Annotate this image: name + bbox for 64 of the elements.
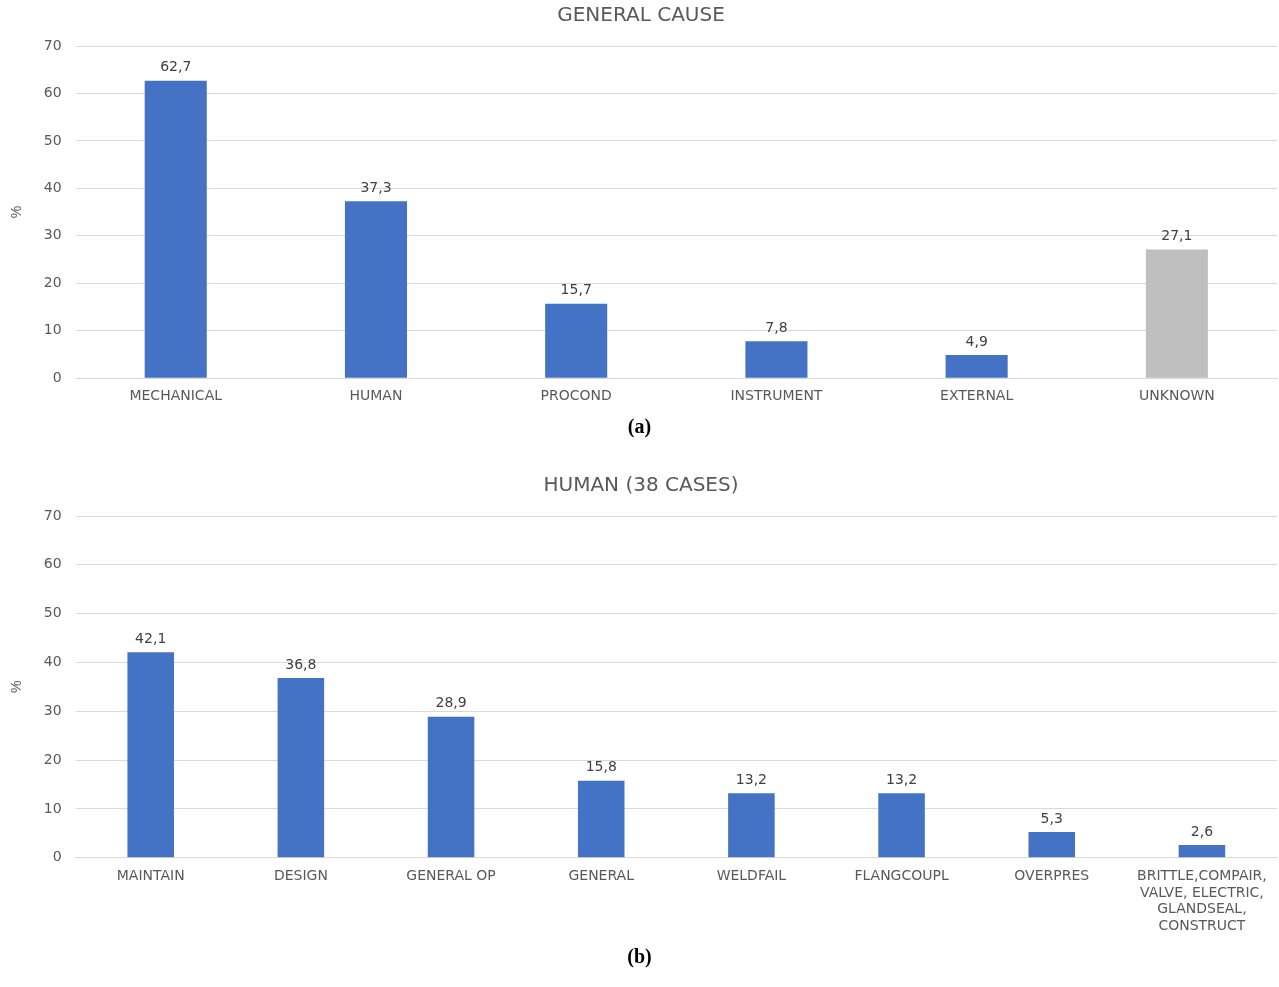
data-label: 2,6 — [1190, 822, 1214, 839]
y-axis-title: % — [8, 205, 25, 219]
x-tick-label: OVERPRES — [1014, 866, 1090, 883]
bar — [945, 354, 1008, 378]
data-label: 27,1 — [1161, 227, 1193, 244]
x-tick-label: GENERAL OP — [406, 866, 496, 883]
bar — [745, 341, 808, 378]
y-axis-title: % — [8, 680, 25, 694]
x-tick-label: GENERAL — [568, 866, 635, 883]
data-label: 15,7 — [560, 281, 592, 298]
x-tick-label: MECHANICAL — [129, 387, 223, 404]
data-label: 37,3 — [360, 178, 392, 195]
y-tick-label: 70 — [43, 36, 62, 53]
y-tick-label: 40 — [43, 653, 62, 670]
text: (a) — [626, 415, 653, 440]
bar — [728, 793, 775, 858]
y-tick-label: 30 — [43, 701, 62, 718]
chart-title: GENERAL CAUSE — [557, 2, 725, 27]
y-tick-label: 20 — [43, 273, 62, 290]
y-tick-label: 10 — [43, 321, 62, 338]
chart-title: HUMAN (38 CASES) — [543, 472, 739, 497]
y-tick-label: 40 — [43, 179, 62, 196]
data-label: 15,8 — [585, 758, 617, 775]
x-tick-label: WELDFAIL — [716, 866, 787, 883]
data-label: 62,7 — [160, 58, 192, 75]
bar — [144, 80, 207, 378]
x-tick-label: FLANGCOUPL — [854, 866, 949, 883]
y-tick-label: 50 — [43, 604, 62, 621]
data-label: 13,2 — [885, 770, 918, 787]
data-label: 4,9 — [965, 332, 988, 349]
data-label: 7,8 — [765, 318, 788, 335]
x-tick-label: DESIGN — [273, 866, 328, 883]
x-tick-label: INSTRUMENT — [730, 387, 823, 404]
y-tick-label: 50 — [43, 131, 62, 148]
y-tick-label: 70 — [43, 506, 62, 523]
bar — [1028, 831, 1076, 858]
x-tick-label: PROCOND — [540, 387, 612, 404]
bar — [878, 793, 925, 858]
bar — [427, 716, 475, 858]
text: (b) — [626, 945, 653, 969]
bar — [577, 780, 625, 858]
bar — [127, 652, 174, 858]
y-tick-label: 10 — [43, 799, 62, 816]
bar — [277, 678, 325, 858]
x-tick-label: MAINTAIN — [116, 866, 185, 883]
x-tick-label: UNKNOWN — [1139, 387, 1215, 404]
data-label: 5,3 — [1040, 809, 1063, 826]
y-tick-label: 20 — [43, 750, 62, 767]
bar — [545, 303, 608, 378]
bar — [344, 201, 407, 378]
y-tick-label: 60 — [43, 555, 62, 572]
y-tick-label: 60 — [43, 84, 62, 101]
data-label: 42,1 — [135, 629, 167, 646]
y-tick-label: 30 — [43, 226, 62, 243]
y-tick-label: 0 — [52, 848, 62, 865]
data-label: 28,9 — [435, 694, 467, 711]
data-label: 13,2 — [735, 770, 767, 787]
x-tick-label: HUMAN — [349, 387, 403, 404]
x-tick-label: BRITTLE,COMPAIR, VALVE, ELECTRIC, GLANDSEAL, CONSTRUCT — [1137, 866, 1267, 934]
bar — [1145, 249, 1208, 378]
y-tick-label: 0 — [52, 368, 62, 385]
bar — [1178, 845, 1226, 858]
x-tick-label: EXTERNAL — [940, 387, 1014, 404]
data-label: 36,8 — [285, 655, 317, 672]
